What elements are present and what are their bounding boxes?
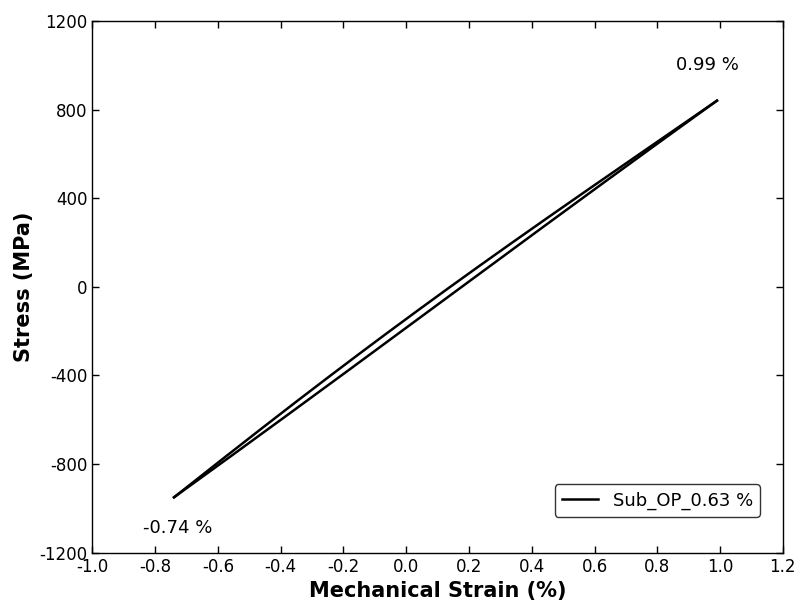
Text: -0.74 %: -0.74 %: [143, 520, 212, 538]
X-axis label: Mechanical Strain (%): Mechanical Strain (%): [309, 581, 566, 601]
Y-axis label: Stress (MPa): Stress (MPa): [14, 212, 34, 362]
Text: 0.99 %: 0.99 %: [676, 56, 739, 74]
Legend: Sub_OP_0.63 %: Sub_OP_0.63 %: [555, 485, 760, 517]
